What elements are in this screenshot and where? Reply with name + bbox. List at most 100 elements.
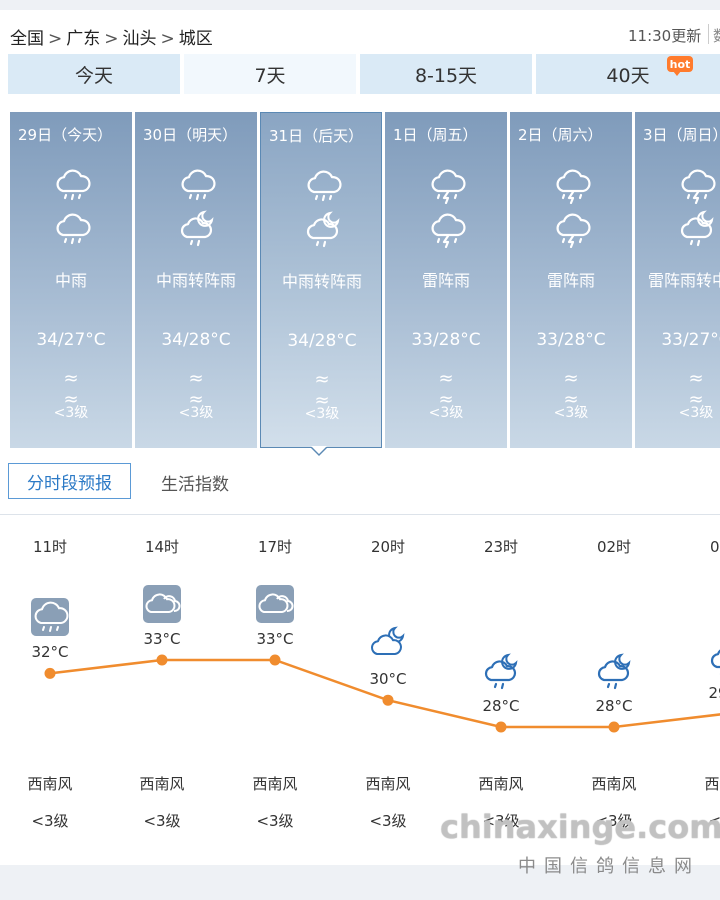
rain-cloud-icon — [177, 164, 217, 204]
daily-forecast: 29日（今天） 中雨 34/27°C ≈ ≈ <3级 30日（明天） 中雨转阵雨… — [0, 112, 720, 450]
temperature-point — [608, 721, 620, 733]
hour-label: 20时 — [370, 538, 406, 556]
temperature-point — [269, 654, 281, 666]
wind-direction: 西南风 — [478, 775, 524, 793]
day-date: 1日（周五） — [393, 126, 478, 144]
forecast-tabs: 今天 7天 8-15天 40天 — [8, 54, 720, 94]
wind-direction: 西南风 — [704, 775, 720, 793]
day-column[interactable]: 29日（今天） 中雨 34/27°C ≈ ≈ <3级 — [10, 112, 132, 448]
wind-icon: ≈ ≈ — [63, 368, 101, 410]
wind-level: <3级 — [178, 405, 214, 421]
hour-temperature: 30°C — [369, 670, 407, 689]
thunder-shower-icon — [677, 164, 717, 205]
hour-temperature: 33°C — [256, 630, 294, 648]
truncated-link[interactable]: 数 — [713, 25, 720, 46]
wind-level: <3级 — [708, 812, 720, 830]
shower-night-icon — [594, 651, 634, 691]
hour-temperature: 29°C — [708, 683, 720, 702]
breadcrumb-separator: > — [104, 29, 119, 49]
day-date: 30日（明天） — [143, 126, 238, 144]
cloudy-icon — [255, 584, 295, 624]
tab-7-days[interactable]: 7天 — [184, 54, 356, 94]
day-temperature: 34/27°C — [36, 330, 106, 350]
temperature-point — [495, 721, 507, 733]
hourly-forecast: 11时 32°C 西南风 <3级 14时 33°C 西南风 <3级 17时 33°C 西南风 <3级 2… — [0, 520, 720, 865]
wind-level: <3级 — [369, 812, 407, 830]
day-column[interactable]: 31日（后天） 中雨转阵雨 34/28°C ≈ ≈ <3级 — [260, 112, 382, 448]
day-date: 29日（今天） — [18, 126, 113, 144]
wind-level: <3级 — [53, 405, 89, 421]
wind-icon: ≈ ≈ — [314, 369, 352, 411]
shower-night-icon — [677, 208, 717, 248]
breadcrumb-separator: > — [160, 29, 175, 49]
day-column[interactable]: 3日（周日） 雷阵雨转中雨 33/27°C ≈ ≈ <3级 — [635, 112, 720, 448]
divider — [708, 24, 709, 44]
hour-label: 02时 — [596, 538, 632, 556]
temperature-line-chart — [44, 654, 720, 733]
tab-8-15-days[interactable]: 8-15天 — [360, 54, 532, 94]
wind-level: <3级 — [31, 812, 69, 830]
hour-label: 17时 — [257, 538, 293, 556]
wind-level: <3级 — [304, 406, 340, 422]
breadcrumb-item[interactable]: 全国 — [10, 29, 44, 49]
temperature-point — [382, 694, 394, 706]
wind-level: <3级 — [482, 812, 520, 830]
partly-cloudy-night-icon — [368, 624, 408, 664]
day-date: 2日（周六） — [518, 126, 603, 144]
rain-cloud-icon — [303, 165, 343, 205]
rain-cloud-icon — [30, 597, 70, 637]
temperature-point — [44, 667, 56, 679]
breadcrumb-item[interactable]: 广东 — [66, 29, 101, 49]
tab-hourly-forecast[interactable]: 分时段预报 — [8, 463, 131, 499]
update-time: 11:30更新 — [628, 27, 702, 45]
wind-direction: 西南风 — [27, 775, 73, 793]
day-column[interactable]: 2日（周六） 雷阵雨 33/28°C ≈ ≈ <3级 — [510, 112, 632, 448]
wind-icon: ≈ ≈ — [438, 368, 476, 410]
watermark-name: 中国信鸽信息网 — [518, 856, 700, 877]
day-column[interactable]: 30日（明天） 中雨转阵雨 34/28°C ≈ ≈ <3级 — [135, 112, 257, 448]
wind-direction: 西南风 — [591, 775, 637, 793]
wind-direction: 西南风 — [365, 775, 411, 793]
thunder-shower-icon — [427, 164, 467, 205]
watermark-site: chinaxinge.com — [440, 808, 720, 846]
wind-level: <3级 — [256, 812, 294, 830]
wind-level: <3级 — [553, 405, 589, 421]
breadcrumb: 全国 > 广东 > 汕头 > 城区 — [10, 24, 213, 49]
hour-label: 23时 — [483, 538, 519, 556]
temperature-point — [156, 654, 168, 666]
shower-night-icon — [177, 208, 217, 248]
day-temperature: 34/28°C — [161, 330, 231, 350]
wind-level: <3级 — [678, 405, 714, 421]
thunder-shower-icon — [552, 208, 592, 249]
hour-temperature: 33°C — [143, 630, 181, 648]
wind-direction: 西南风 — [139, 775, 185, 793]
hour-temperature: 28°C — [482, 697, 520, 715]
hot-badge: hot — [667, 56, 693, 76]
selected-day-pointer — [310, 446, 328, 456]
wind-direction: 西南风 — [252, 775, 298, 793]
wind-level: <3级 — [428, 405, 464, 421]
thunder-shower-icon — [552, 164, 592, 205]
wind-icon: ≈ ≈ — [563, 368, 601, 410]
wind-icon: ≈ ≈ — [688, 368, 720, 410]
day-temperature: 33/27°C — [661, 330, 720, 350]
hour-label: 14时 — [144, 538, 180, 556]
tab-life-index[interactable]: 生活指数 — [161, 475, 229, 495]
day-condition: 中雨转阵雨 — [281, 272, 362, 291]
day-condition: 雷阵雨 — [546, 271, 595, 290]
tab-today[interactable]: 今天 — [8, 54, 180, 94]
hour-temperature: 32°C — [31, 643, 69, 662]
shower-night-icon — [303, 209, 343, 249]
rain-cloud-icon — [52, 208, 92, 248]
section-divider — [0, 514, 720, 515]
breadcrumb-item[interactable]: 城区 — [178, 29, 213, 49]
thunder-shower-icon — [427, 208, 467, 249]
day-condition: 雷阵雨转中雨 — [647, 271, 720, 290]
hour-label: 11时 — [32, 538, 68, 556]
day-date: 31日（后天） — [269, 127, 364, 145]
day-column[interactable]: 1日（周五） 雷阵雨 33/28°C ≈ ≈ <3级 — [385, 112, 507, 448]
breadcrumb-item[interactable]: 汕头 — [122, 29, 157, 49]
shower-night-icon — [481, 651, 521, 691]
day-condition: 雷阵雨 — [421, 271, 470, 290]
hour-label: 05时 — [709, 538, 720, 556]
